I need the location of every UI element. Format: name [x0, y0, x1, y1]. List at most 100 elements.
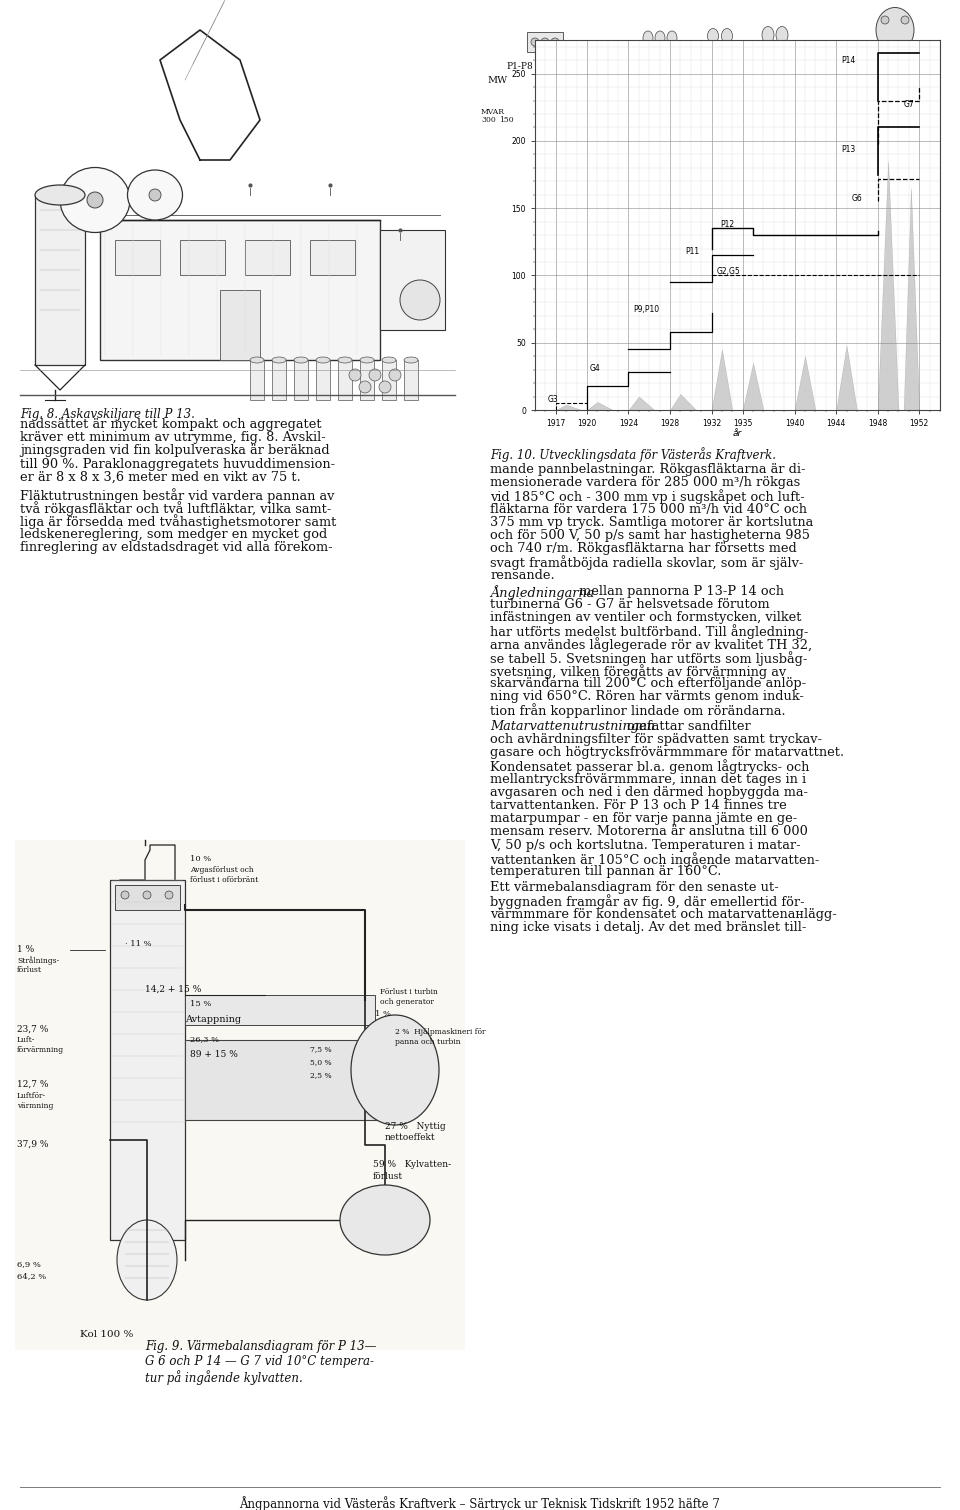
Text: Kol 100 %: Kol 100 %: [80, 1330, 133, 1339]
Text: tion från kopparlinor lindade om rörändarna.: tion från kopparlinor lindade om rörända…: [490, 704, 785, 719]
Text: mensionerade vardera för 285 000 m³/h rökgas: mensionerade vardera för 285 000 m³/h rö…: [490, 476, 801, 489]
Text: 64,2 %: 64,2 %: [17, 1271, 46, 1280]
Ellipse shape: [901, 17, 909, 24]
Ellipse shape: [643, 32, 653, 45]
Bar: [480, 5, 955, 455]
Circle shape: [359, 381, 371, 393]
Text: 12,7 %: 12,7 %: [17, 1080, 49, 1089]
Text: Strålnings-: Strålnings-: [17, 956, 60, 965]
Text: G2,G5: G2,G5: [717, 267, 740, 276]
Text: 89 + 15 %: 89 + 15 %: [190, 1049, 238, 1059]
Ellipse shape: [881, 17, 889, 24]
Text: mellan pannorna P 13-P 14 och: mellan pannorna P 13-P 14 och: [575, 584, 784, 598]
Text: 1 %: 1 %: [17, 945, 35, 954]
Circle shape: [143, 891, 151, 898]
Text: byggnaden framgår av fig. 9, där emellertid för-: byggnaden framgår av fig. 9, där emeller…: [490, 894, 804, 909]
Text: G7: G7: [903, 100, 915, 109]
Text: P11: P11: [685, 248, 700, 255]
Text: 7,5 %: 7,5 %: [310, 1045, 331, 1052]
Circle shape: [379, 381, 391, 393]
Bar: [110, 880, 185, 1240]
Text: G6: G6: [852, 195, 862, 204]
Ellipse shape: [87, 192, 103, 208]
Text: 300: 300: [481, 116, 495, 124]
Text: P14: P14: [841, 56, 855, 65]
Text: nettoeffekt: nettoeffekt: [385, 1132, 436, 1142]
Text: liga är försedda med tvåhastighetsmotorer samt: liga är försedda med tvåhastighetsmotore…: [20, 515, 336, 530]
Text: MVAR: MVAR: [481, 109, 505, 116]
Text: er är 8 x 8 x 3,6 meter med en vikt av 75 t.: er är 8 x 8 x 3,6 meter med en vikt av 7…: [20, 471, 300, 483]
Circle shape: [369, 368, 381, 381]
Text: Luft-: Luft-: [17, 1036, 36, 1043]
Ellipse shape: [541, 38, 549, 45]
Text: två rökgasfläktar och två luftfläktar, vilka samt-: två rökgasfläktar och två luftfläktar, v…: [20, 501, 331, 516]
Ellipse shape: [404, 356, 418, 362]
Ellipse shape: [776, 27, 788, 44]
Bar: [380, 230, 445, 331]
Circle shape: [389, 368, 401, 381]
Circle shape: [165, 891, 173, 898]
Text: rensande.: rensande.: [490, 569, 555, 581]
Text: Fläktutrustningen består vid vardera pannan av: Fläktutrustningen består vid vardera pan…: [20, 488, 334, 503]
Text: och för 500 V, 50 p/s samt har hastigheterna 985: och för 500 V, 50 p/s samt har hastighet…: [490, 528, 810, 542]
Text: värmning: värmning: [17, 1102, 54, 1110]
Bar: [310, 240, 355, 275]
Text: fläktarna för vardera 175 000 m³/h vid 40°C och: fläktarna för vardera 175 000 m³/h vid 4…: [490, 503, 807, 515]
Text: arna användes låglegerade rör av kvalitet TH 32,: arna användes låglegerade rör av kvalite…: [490, 637, 812, 652]
Text: 1 %: 1 %: [375, 1010, 391, 1018]
Text: Avgasförlust och: Avgasförlust och: [190, 867, 253, 874]
Text: ning icke visats i detalj. Av det med bränslet till-: ning icke visats i detalj. Av det med br…: [490, 921, 806, 933]
Ellipse shape: [250, 356, 264, 362]
Text: nadssättet är mycket kompakt och aggregatet: nadssättet är mycket kompakt och aggrega…: [20, 418, 322, 430]
Bar: [220, 290, 260, 359]
Text: förlust: förlust: [17, 966, 42, 974]
Bar: [15, 11, 465, 400]
Bar: [115, 240, 160, 275]
Text: svagt framåtböjda radiella skovlar, som är själv-: svagt framåtböjda radiella skovlar, som …: [490, 556, 804, 571]
Text: 27 %   Nyttig: 27 % Nyttig: [385, 1122, 445, 1131]
Bar: [272, 359, 286, 400]
Ellipse shape: [338, 356, 352, 362]
Text: mande pannbelastningar. Rökgasfläktarna är di-: mande pannbelastningar. Rökgasfläktarna …: [490, 464, 805, 476]
Ellipse shape: [149, 189, 161, 201]
Text: Avtappning: Avtappning: [185, 1015, 241, 1024]
Text: kräver ett minimum av utrymme, fig. 8. Avskil-: kräver ett minimum av utrymme, fig. 8. A…: [20, 432, 325, 444]
Text: P9-P10: P9-P10: [644, 62, 676, 71]
Text: jningsgraden vid fin kolpulveraska är beräknad: jningsgraden vid fin kolpulveraska är be…: [20, 444, 329, 458]
Text: P12: P12: [720, 220, 734, 230]
Text: och 740 r/m. Rökgasfläktarna har försetts med: och 740 r/m. Rökgasfläktarna har försett…: [490, 542, 797, 556]
Text: · 11 %: · 11 %: [125, 941, 152, 948]
Text: förlust i oförbränt: förlust i oförbränt: [190, 876, 258, 883]
Bar: [185, 995, 375, 1025]
Bar: [316, 359, 330, 400]
Text: vattentanken är 105°C och ingående matarvatten-: vattentanken är 105°C och ingående matar…: [490, 852, 820, 867]
Text: gasare och högtrycksfrövärmmmare för matarvattnet.: gasare och högtrycksfrövärmmmare för mat…: [490, 746, 844, 760]
Text: panna och turbin: panna och turbin: [395, 1037, 461, 1046]
Circle shape: [121, 891, 129, 898]
Text: förlust: förlust: [373, 1172, 403, 1181]
Text: MW: MW: [487, 76, 507, 85]
Text: temperaturen till pannan är 160°C.: temperaturen till pannan är 160°C.: [490, 865, 721, 877]
Text: P13: P13: [841, 145, 855, 154]
Ellipse shape: [351, 1015, 439, 1125]
Text: P1-P8: P1-P8: [507, 62, 534, 71]
Bar: [360, 359, 374, 400]
Text: V, 50 p/s och kortslutna. Temperaturen i matar-: V, 50 p/s och kortslutna. Temperaturen i…: [490, 838, 801, 852]
Ellipse shape: [667, 32, 677, 45]
Circle shape: [349, 368, 361, 381]
Text: 2,5 %: 2,5 %: [310, 1071, 331, 1080]
Bar: [35, 195, 85, 365]
Bar: [250, 359, 264, 400]
Text: ledskenereglering, som medger en mycket god: ledskenereglering, som medger en mycket …: [20, 527, 327, 541]
Text: P13-P14: P13-P14: [876, 62, 914, 71]
Text: P9,P10: P9,P10: [634, 305, 660, 314]
Text: finreglering av eldstadsdraget vid alla förekom-: finreglering av eldstadsdraget vid alla …: [20, 541, 332, 554]
Ellipse shape: [117, 1220, 177, 1300]
Ellipse shape: [655, 32, 665, 45]
Ellipse shape: [400, 279, 440, 320]
Text: 6,9 %: 6,9 %: [17, 1259, 41, 1268]
Text: 59 %   Kylvatten-: 59 % Kylvatten-: [373, 1160, 451, 1169]
Text: matarpumpar - en för varje panna jämte en ge-: matarpumpar - en för varje panna jämte e…: [490, 812, 797, 824]
Text: ning vid 650°C. Rören har värmts genom induk-: ning vid 650°C. Rören har värmts genom i…: [490, 690, 804, 704]
Ellipse shape: [60, 168, 130, 233]
